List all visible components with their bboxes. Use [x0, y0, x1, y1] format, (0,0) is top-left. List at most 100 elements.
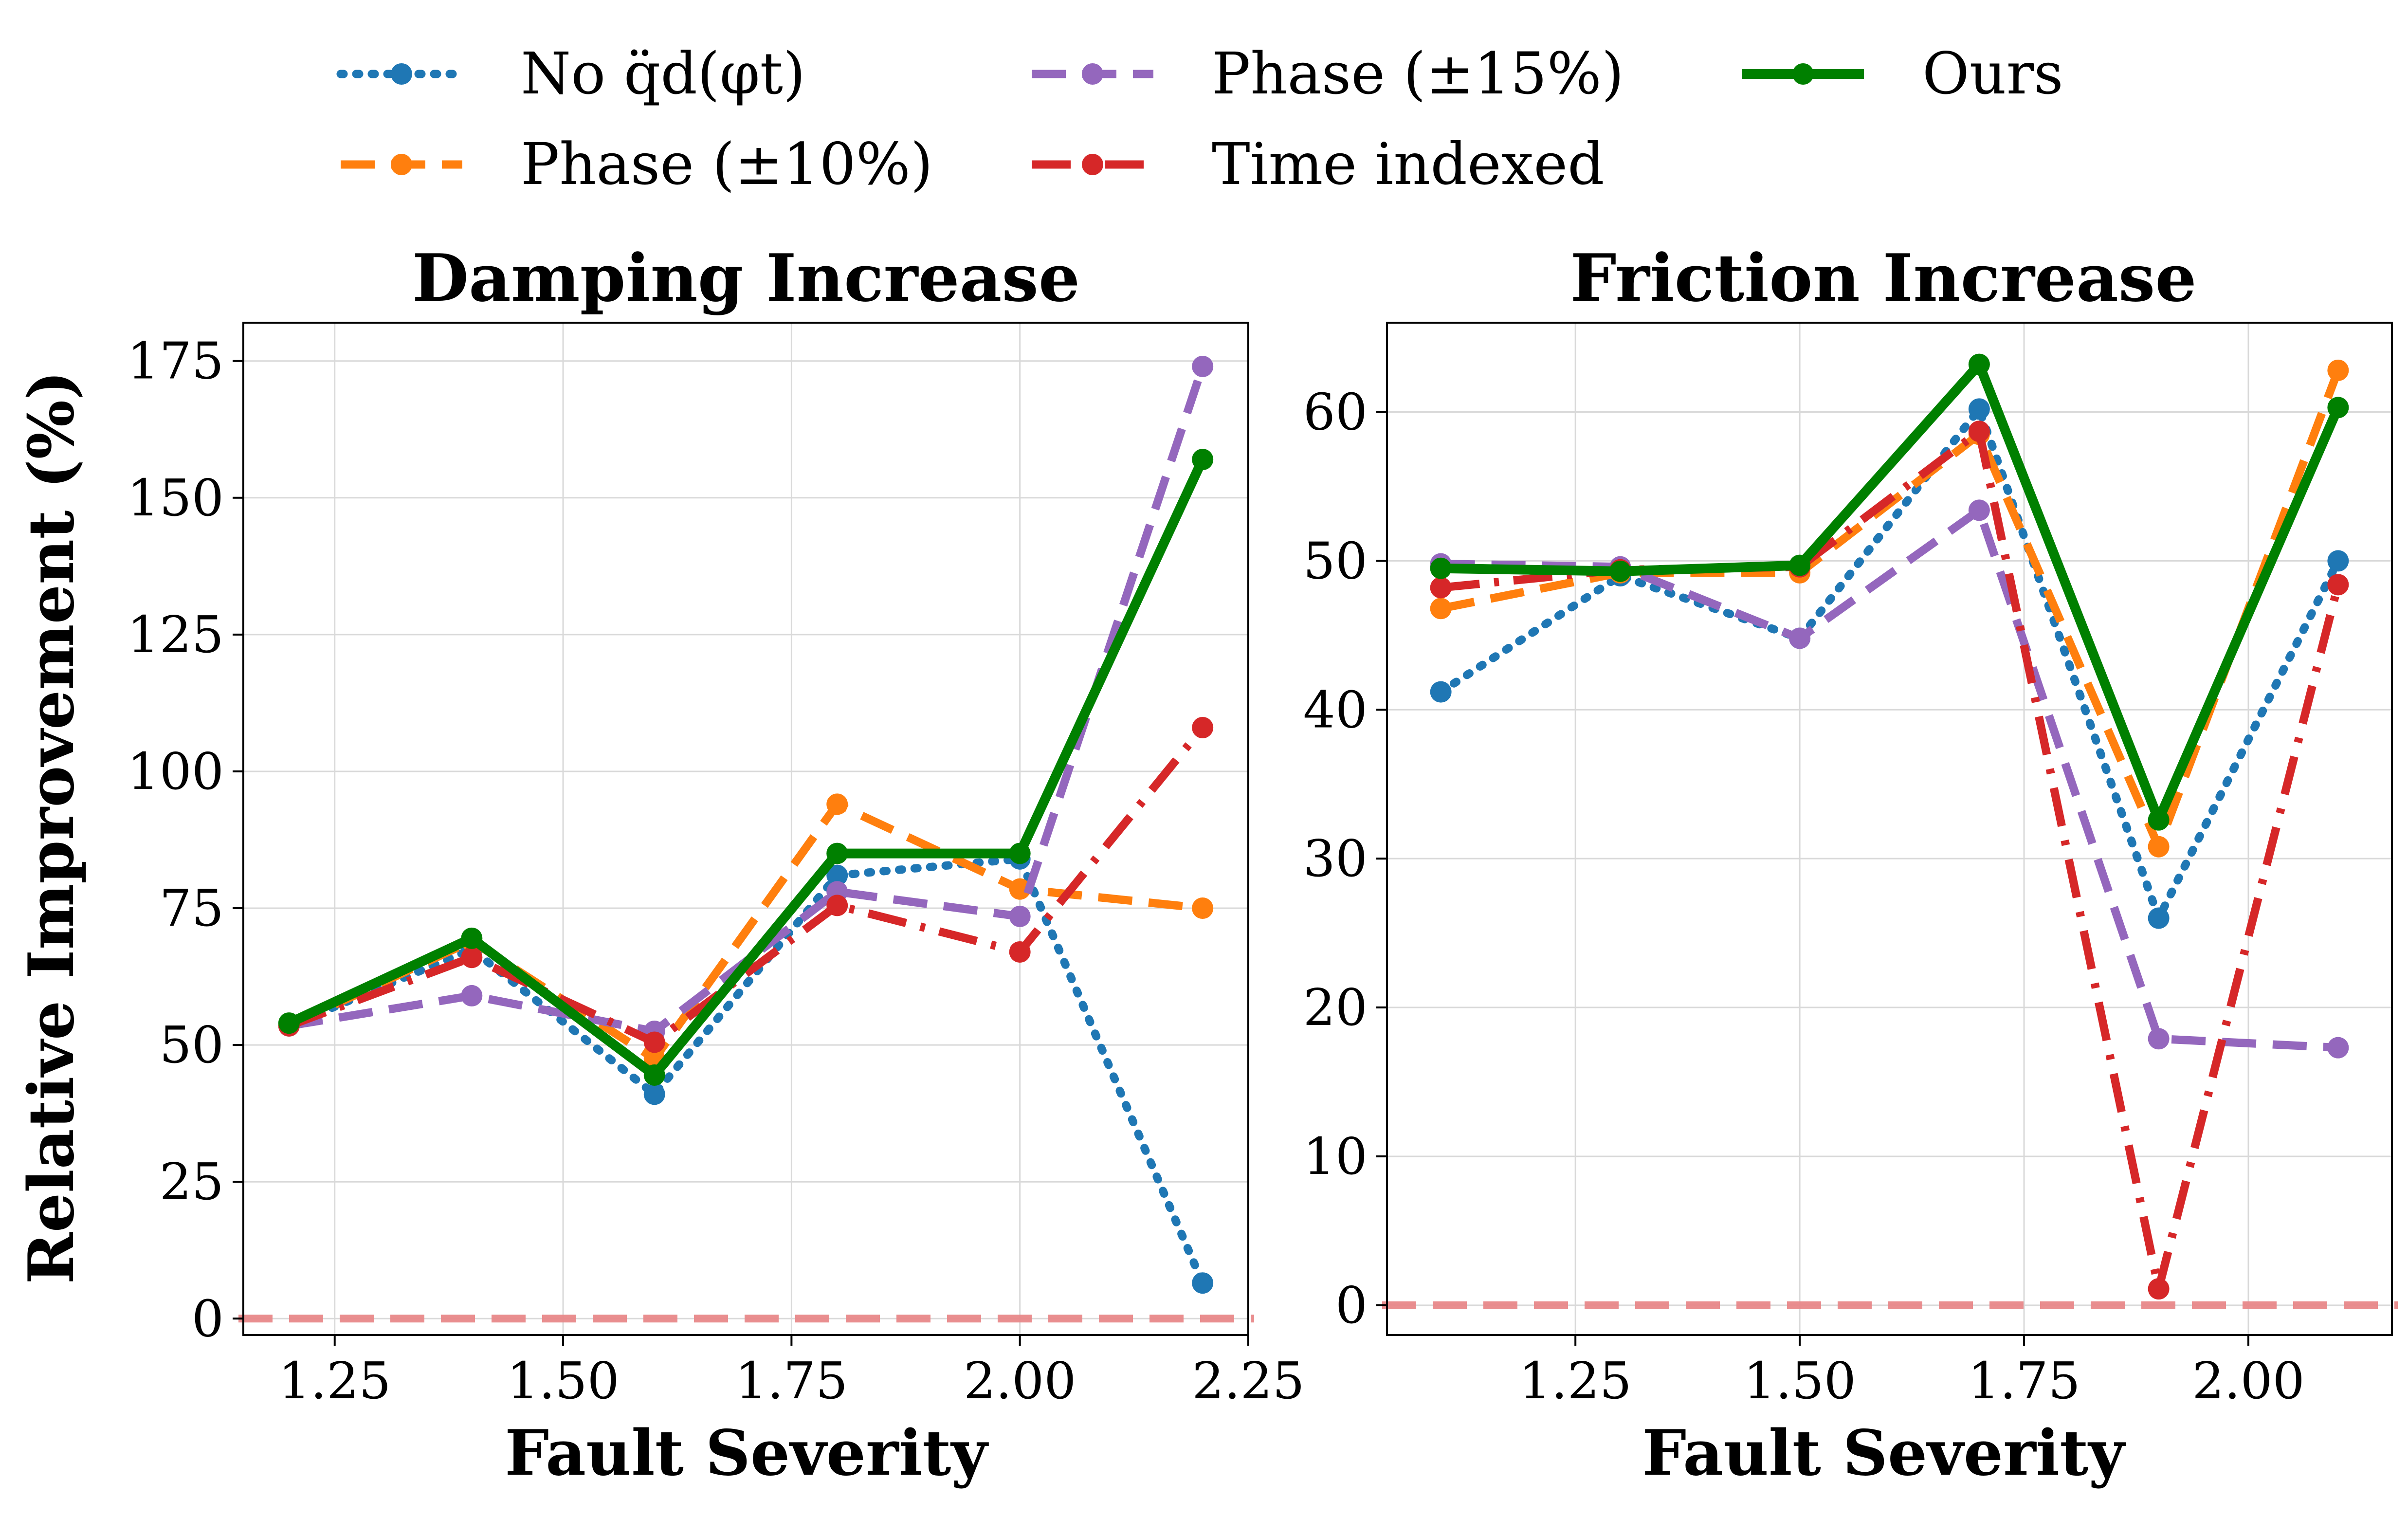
data-point: [461, 985, 483, 1006]
data-point: [2327, 397, 2349, 419]
panel-title: Damping Increase: [412, 239, 1080, 316]
data-point: [2148, 809, 2170, 831]
data-point: [1009, 842, 1031, 864]
data-point: [643, 1031, 665, 1053]
y-tick-label: 125: [127, 605, 224, 664]
data-point: [2148, 907, 2170, 929]
data-point: [2327, 574, 2349, 596]
data-point: [1789, 554, 1811, 576]
legend-entry: Time indexed: [1032, 130, 1605, 198]
data-point: [1009, 905, 1031, 927]
legend-marker: [391, 154, 412, 175]
data-point: [1192, 717, 1214, 738]
x-tick-label: 2.00: [2192, 1351, 2305, 1410]
series-line: [285, 855, 1207, 1287]
data-point: [1192, 897, 1214, 919]
series-group: [278, 355, 1214, 1294]
y-tick-label: 20: [1303, 978, 1368, 1037]
data-point: [1430, 598, 1452, 620]
y-axis-label: Relative Improvement (%): [15, 370, 88, 1284]
chart-panel-damping: Damping Increase 0 25 50 75 100 125 150 175 1.25…: [15, 239, 1305, 1490]
series-group: [1430, 353, 2349, 1300]
series-2: [278, 355, 1214, 1042]
legend-label: Phase (±10%): [521, 130, 933, 198]
data-point: [1968, 499, 1990, 521]
data-point: [643, 1064, 665, 1086]
x-tick-label: 1.75: [735, 1351, 848, 1410]
y-tick-label: 0: [1335, 1276, 1368, 1335]
legend-entry: No q̈d(φt): [336, 40, 805, 107]
data-point: [1192, 355, 1214, 377]
legend-marker: [1082, 154, 1103, 175]
y-tick-label: 10: [1303, 1127, 1368, 1186]
data-point: [1009, 878, 1031, 900]
legend-label: Ours: [1922, 40, 2063, 107]
y-tick-label: 50: [1303, 531, 1368, 590]
legend-entry: Phase (±15%): [1032, 40, 1624, 107]
y-tick-label: 25: [160, 1152, 224, 1211]
x-tick-label: 1.75: [1968, 1351, 2080, 1410]
legend-entry: Ours: [1742, 40, 2063, 107]
data-point: [826, 793, 848, 815]
legend-label: Time indexed: [1212, 130, 1605, 198]
data-point: [2327, 550, 2349, 572]
y-tick-label: 150: [127, 468, 224, 528]
data-point: [1430, 681, 1452, 703]
y-tick-label: 40: [1303, 680, 1368, 739]
series-4: [278, 449, 1214, 1086]
data-point: [1789, 627, 1811, 649]
data-point: [643, 1083, 665, 1105]
ticks: 0 25 50 75 100 125 150 175 1.25 1.50 1.75 2.00 2.25: [127, 331, 1304, 1410]
y-tick-label: 100: [127, 742, 224, 801]
data-point: [2148, 1028, 2170, 1050]
data-point: [1430, 557, 1452, 579]
x-axis-label: Fault Severity: [1642, 1417, 2126, 1490]
x-tick-label: 1.25: [278, 1351, 391, 1410]
legend-label: Phase (±15%): [1212, 40, 1624, 107]
legend-marker: [391, 63, 412, 85]
data-point: [826, 864, 848, 886]
legend-entry: Phase (±10%): [341, 130, 933, 198]
series-0: [1430, 398, 2349, 929]
data-point: [1609, 560, 1631, 582]
series-line: [287, 457, 1207, 1080]
y-tick-label: 50: [160, 1015, 224, 1075]
data-point: [2327, 359, 2349, 381]
data-point: [2148, 1278, 2170, 1300]
data-point: [1968, 353, 1990, 375]
data-point: [1009, 941, 1031, 963]
data-point: [1192, 1272, 1214, 1294]
grid: [1387, 323, 2392, 1335]
data-point: [826, 842, 848, 864]
x-tick-label: 2.00: [964, 1351, 1076, 1410]
data-point: [1192, 449, 1214, 471]
series-line: [287, 725, 1206, 1046]
data-point: [1430, 577, 1452, 599]
panel-title: Friction Increase: [1570, 239, 2196, 316]
data-point: [1968, 421, 1990, 442]
grid: [243, 323, 1249, 1335]
y-tick-label: 30: [1303, 829, 1368, 888]
axes-frame: [1386, 322, 2393, 1336]
data-point: [461, 927, 483, 949]
y-tick-label: 175: [127, 331, 224, 391]
chart-panel-friction: Friction Increase 0 10 20 30 40 50 60 1.25 1.50 1…: [1303, 239, 2398, 1490]
series-line: [1441, 506, 2338, 1052]
data-point: [2327, 1037, 2349, 1059]
series-3: [1430, 421, 2349, 1300]
x-tick-label: 1.50: [507, 1351, 620, 1410]
series-0: [278, 848, 1214, 1294]
legend: No q̈d(φt) Phase (±10%) Phase (±15%) Time i…: [336, 40, 2063, 198]
data-point: [2148, 836, 2170, 858]
y-tick-label: 0: [192, 1289, 224, 1348]
data-point: [278, 1012, 300, 1034]
y-tick-label: 75: [160, 878, 224, 938]
y-tick-label: 60: [1303, 383, 1368, 442]
legend-marker: [1082, 63, 1103, 85]
series-4: [1430, 353, 2349, 831]
data-point: [826, 895, 848, 916]
data-point: [1968, 398, 1990, 420]
series-line: [287, 800, 1204, 1063]
data-point: [461, 947, 483, 969]
